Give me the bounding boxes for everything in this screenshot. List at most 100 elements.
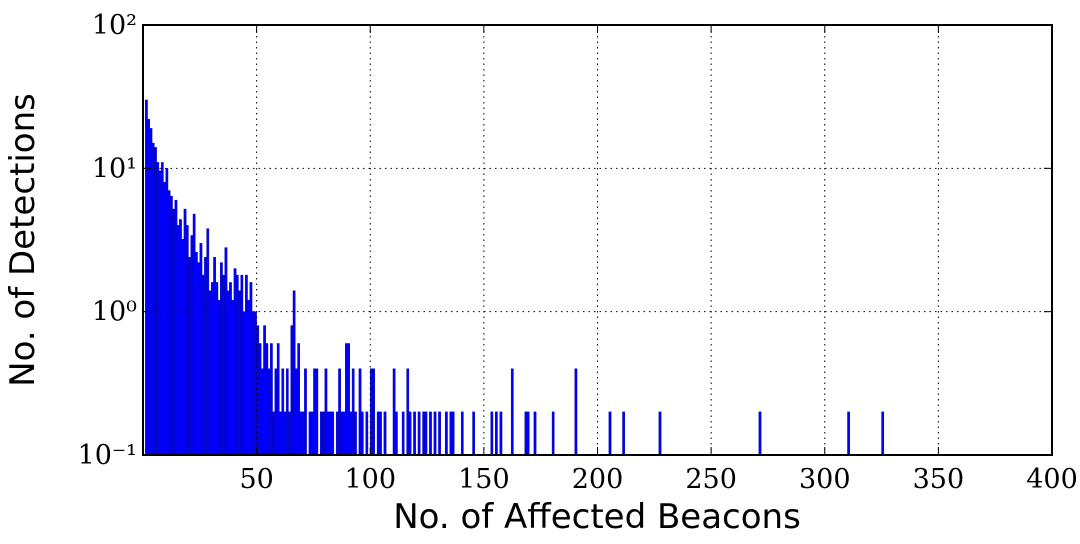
bar — [270, 343, 273, 456]
bar — [379, 411, 382, 456]
bar — [338, 368, 341, 456]
bar — [145, 99, 148, 456]
bar — [151, 142, 155, 456]
bar — [301, 411, 305, 456]
bar — [224, 247, 228, 456]
x-tick-label: 150 — [458, 464, 510, 495]
bar — [881, 411, 885, 456]
bar — [495, 411, 498, 456]
bar — [372, 368, 375, 456]
plot-frame — [142, 24, 1053, 456]
bar — [360, 411, 364, 456]
x-tick-label: 50 — [239, 464, 273, 495]
bar — [215, 282, 219, 456]
bar — [195, 251, 198, 456]
bar — [247, 300, 251, 456]
bar — [158, 170, 162, 456]
bar — [320, 411, 323, 456]
bar — [192, 213, 196, 456]
bar — [510, 368, 514, 456]
bar — [490, 411, 494, 456]
bar — [351, 368, 355, 456]
bar — [608, 411, 612, 456]
bar — [383, 411, 387, 456]
bar — [283, 411, 287, 456]
bar — [322, 411, 325, 456]
y-tick-label: 10⁰ — [92, 297, 137, 328]
bar — [285, 368, 289, 456]
bar — [424, 411, 428, 456]
bar — [265, 343, 269, 456]
bar — [226, 290, 230, 456]
bar — [335, 411, 339, 456]
bar — [365, 411, 369, 456]
bar — [313, 368, 316, 456]
bar — [460, 411, 464, 456]
bar — [297, 343, 301, 456]
bar — [524, 411, 528, 456]
bar — [172, 208, 176, 456]
bar — [449, 411, 453, 456]
bar — [533, 411, 537, 456]
bar — [188, 256, 191, 456]
bar — [199, 243, 203, 456]
bar — [308, 411, 312, 456]
bar — [326, 411, 330, 456]
bar — [213, 256, 216, 456]
bar — [267, 368, 271, 456]
bar — [392, 368, 396, 456]
bar — [310, 411, 314, 456]
y-tick-label: 10⁻¹ — [78, 440, 137, 471]
bar — [290, 325, 294, 456]
bar — [299, 411, 303, 456]
bar — [167, 190, 171, 456]
bar — [272, 411, 276, 456]
bar — [240, 274, 244, 456]
bar — [179, 219, 182, 456]
bar — [574, 368, 578, 456]
bar — [276, 343, 280, 456]
bar — [401, 411, 405, 456]
bar — [174, 199, 178, 456]
bar — [499, 411, 503, 456]
bar — [445, 411, 448, 456]
bar — [231, 300, 235, 456]
bar — [358, 368, 362, 456]
bar — [149, 128, 153, 456]
bar — [154, 147, 157, 456]
bar — [206, 228, 210, 456]
x-tick-label: 300 — [799, 464, 851, 495]
x-tick-label: 200 — [572, 464, 624, 495]
bar — [408, 411, 412, 456]
y-axis-label: No. of Detections — [3, 93, 43, 387]
bar — [345, 343, 348, 456]
bar — [160, 162, 164, 456]
bar — [258, 343, 262, 456]
y-tick-label: 10² — [92, 10, 137, 41]
bar — [295, 368, 298, 456]
bar — [197, 262, 201, 456]
bar — [472, 411, 475, 456]
bar — [331, 411, 335, 456]
bar — [170, 195, 173, 456]
bar — [438, 411, 441, 456]
bar — [201, 274, 205, 456]
bar — [176, 225, 180, 456]
bar — [156, 162, 160, 456]
bar — [417, 411, 421, 456]
bar — [304, 368, 307, 456]
bar — [238, 290, 241, 456]
bar — [847, 411, 850, 456]
x-tick-label: 350 — [913, 464, 965, 495]
bar — [413, 411, 416, 456]
bar — [451, 411, 455, 456]
bar — [324, 368, 328, 456]
bar — [315, 368, 319, 456]
bar — [249, 282, 253, 456]
bar — [208, 290, 212, 456]
bar — [354, 411, 357, 456]
y-tick-label: 10¹ — [92, 153, 137, 184]
x-axis-label: No. of Affected Beacons — [393, 497, 801, 537]
x-tick-label: 100 — [344, 464, 396, 495]
bar — [292, 290, 296, 456]
